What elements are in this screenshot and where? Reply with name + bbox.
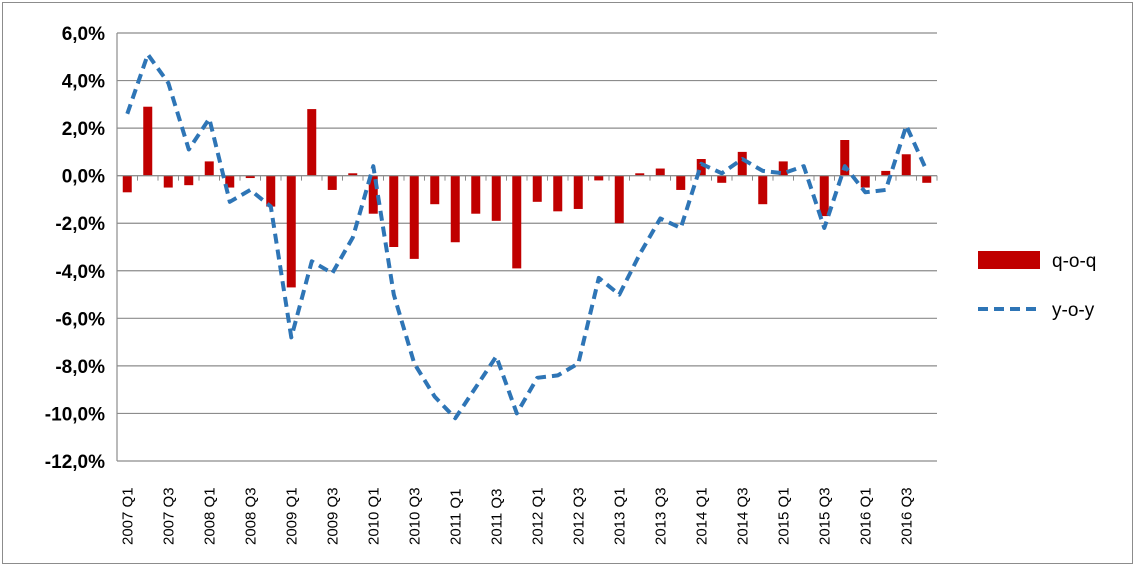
qoq-bar: [389, 175, 399, 247]
qoq-bar: [348, 173, 358, 176]
qoq-bar: [573, 175, 583, 209]
qoq-bar: [532, 175, 542, 202]
x-tick-label: 2013 Q3: [652, 487, 669, 545]
y-tick-label: -2,0%: [55, 214, 105, 235]
qoq-bar: [245, 175, 255, 179]
x-tick-label: 2014 Q1: [693, 487, 710, 545]
qoq-bar: [512, 175, 522, 269]
qoq-bar: [204, 161, 214, 176]
qoq-bar: [696, 159, 706, 176]
x-tick-label: 2008 Q3: [242, 487, 259, 545]
qoq-bar: [860, 175, 870, 188]
x-tick-label: 2012 Q1: [529, 487, 546, 545]
qoq-bar: [922, 175, 932, 183]
legend: q-o-q y-o-y: [978, 251, 1096, 321]
y-tick-label: 6,0%: [62, 24, 105, 45]
legend-swatch-qoq: [978, 251, 1040, 269]
qoq-bar: [491, 175, 501, 221]
qoq-bar: [553, 175, 563, 212]
y-tick-label: 2,0%: [62, 119, 105, 140]
qoq-bars: [122, 106, 932, 288]
x-tick-label: 2011 Q3: [488, 489, 505, 545]
x-tick-label: 2015 Q1: [775, 487, 792, 545]
qoq-bar: [368, 175, 378, 214]
qoq-bar: [594, 175, 604, 181]
qoq-bar: [307, 109, 317, 176]
yoy-line: [125, 52, 929, 421]
qoq-bar: [225, 175, 235, 188]
legend-label-yoy: y-o-y: [1052, 300, 1095, 321]
x-tick-label: 2007 Q3: [160, 487, 177, 545]
qoq-bar: [778, 161, 788, 176]
y-tick-label: -10,0%: [45, 404, 105, 425]
x-tick-label: 2007 Q1: [119, 487, 136, 545]
x-tick-label: 2016 Q3: [898, 487, 915, 545]
qoq-bar: [450, 175, 460, 243]
x-tick-label: 2016 Q1: [857, 487, 874, 545]
qoq-bar: [430, 175, 440, 205]
qoq-bar: [409, 175, 419, 259]
qoq-bar: [881, 170, 891, 176]
qoq-bar: [122, 175, 132, 193]
legend-label-qoq: q-o-q: [1052, 251, 1096, 272]
y-tick-label: -8,0%: [55, 357, 105, 378]
y-tick-label: -12,0%: [45, 452, 105, 473]
x-tick-label: 2010 Q3: [406, 487, 423, 545]
y-tick-labels: 6,0% 4,0% 2,0% 0,0% -2,0% -4,0% -6,0% -8,0% -10,…: [45, 24, 105, 473]
x-tick-label: 2009 Q3: [324, 487, 341, 545]
qoq-bar: [286, 175, 296, 288]
qoq-bar: [901, 154, 911, 176]
yoy-line-group: [125, 52, 929, 421]
qoq-bar: [327, 175, 337, 190]
qoq-bar: [655, 168, 665, 176]
x-tick-labels: 2007 Q1 2007 Q3 2008 Q1 2008 Q3 2009 Q1 2009 …: [119, 487, 915, 545]
y-tick-label: -6,0%: [55, 309, 105, 330]
qoq-bar: [737, 151, 747, 176]
qoq-bar: [819, 175, 829, 217]
axes: [116, 33, 938, 461]
qoq-bar: [143, 106, 153, 176]
qoq-bar: [266, 175, 276, 207]
x-tick-label: 2011 Q1: [447, 489, 464, 545]
x-tick-label: 2012 Q3: [570, 487, 587, 545]
x-tick-label: 2013 Q1: [611, 487, 628, 545]
qoq-bar: [676, 175, 686, 190]
y-tick-label: 4,0%: [62, 72, 105, 93]
x-tick-label: 2014 Q3: [734, 487, 751, 545]
qoq-bar: [614, 175, 624, 224]
qoq-bar: [758, 175, 768, 205]
qoq-bar: [471, 175, 481, 214]
x-tick-label: 2010 Q1: [365, 487, 382, 545]
y-tick-label: 0,0%: [62, 167, 105, 188]
x-tick-label: 2015 Q3: [816, 487, 833, 545]
x-tick-label: 2009 Q1: [283, 487, 300, 545]
qoq-bar: [717, 175, 727, 183]
qoq-bar: [635, 173, 645, 176]
qoq-bar: [184, 175, 194, 186]
y-tick-label: -4,0%: [55, 262, 105, 283]
qoq-bar: [840, 140, 850, 176]
qoq-bar: [163, 175, 173, 188]
gridlines: [117, 32, 937, 462]
x-tick-label: 2008 Q1: [201, 487, 218, 545]
